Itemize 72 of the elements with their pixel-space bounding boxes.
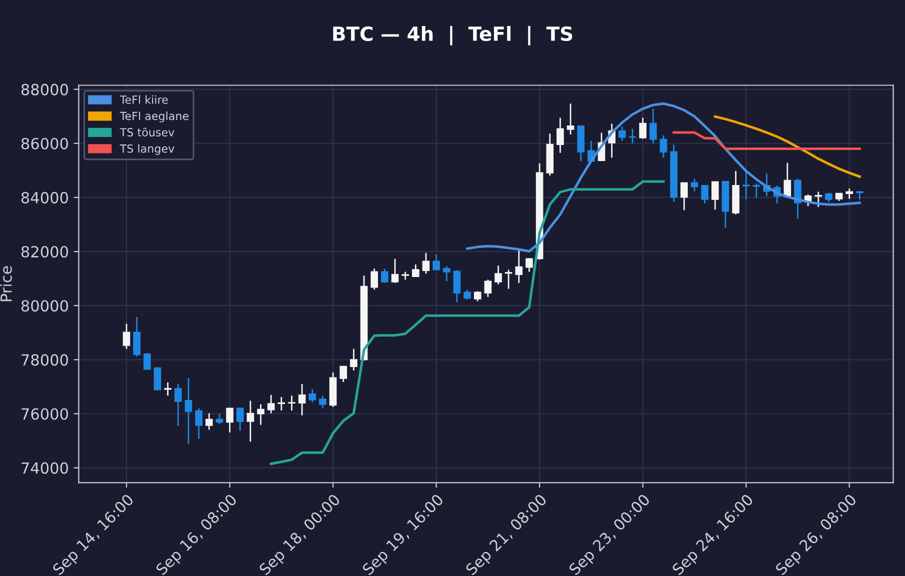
- candlestick: [298, 383, 306, 416]
- candlestick: [340, 366, 348, 383]
- candlestick: [226, 408, 234, 434]
- y-tick-label: 76000: [22, 408, 68, 420]
- candlestick: [216, 413, 224, 425]
- legend-label: TeFl aeglane: [120, 112, 188, 122]
- y-tick-label: 78000: [22, 354, 68, 366]
- candlestick: [288, 394, 296, 412]
- candlestick: [205, 412, 213, 430]
- y-tick-label: 86000: [21, 138, 68, 150]
- candlestick: [660, 134, 668, 158]
- candlestick: [494, 264, 502, 286]
- y-tick-label: 74000: [22, 462, 68, 474]
- candlestick: [257, 404, 264, 426]
- legend-label: TS langev: [120, 144, 174, 155]
- candlestick: [246, 400, 254, 442]
- candlestick: [442, 265, 450, 282]
- candlestick: [784, 162, 792, 198]
- candlestick: [370, 268, 378, 290]
- candlestick: [680, 182, 688, 211]
- candlestick: [504, 268, 512, 290]
- candlestick: [474, 290, 482, 302]
- candlestick: [556, 116, 564, 154]
- y-tick-label: 84000: [21, 192, 68, 204]
- candlestick: [122, 323, 130, 350]
- y-tick-label: 80000: [21, 300, 68, 312]
- candlestick: [742, 171, 750, 200]
- candlestick: [649, 108, 657, 144]
- line-series: [270, 180, 665, 466]
- candlestick: [484, 278, 492, 298]
- candlestick: [412, 264, 420, 278]
- candlestick: [639, 116, 646, 140]
- candlestick: [278, 396, 286, 412]
- candlestick: [381, 268, 388, 284]
- chart-title: BTC — 4h | TeFl | TS: [333, 26, 572, 46]
- candlestick: [814, 191, 822, 208]
- y-tick-label: 82000: [21, 246, 68, 258]
- candlestick: [184, 377, 192, 444]
- candlestick: [236, 406, 244, 432]
- candlestick: [856, 191, 864, 200]
- candlestick: [422, 252, 430, 274]
- y-axis-title: Price: [0, 266, 12, 302]
- candlestick: [701, 184, 708, 204]
- candlestick: [164, 382, 172, 396]
- candlestick: [453, 269, 461, 304]
- candlestick: [752, 182, 760, 199]
- candlestick: [391, 258, 399, 284]
- candlestick: [432, 254, 440, 271]
- candlestick: [319, 395, 326, 410]
- candlestick: [526, 257, 533, 272]
- candlestick: [267, 394, 275, 414]
- candlestick: [618, 126, 626, 142]
- candlestick: [825, 192, 832, 203]
- legend-label: TS tõusev: [120, 128, 174, 136]
- candlestick: [308, 388, 316, 404]
- candlestick: [464, 288, 471, 300]
- candlestick: [154, 366, 162, 392]
- candlestick: [846, 188, 853, 200]
- line-series: [714, 115, 861, 178]
- legend-label: TeFl kiire: [120, 95, 168, 104]
- candlestick: [690, 178, 698, 192]
- candlestick: [566, 102, 574, 136]
- candlestick: [174, 383, 182, 427]
- candlestick: [195, 407, 202, 440]
- candlestick: [794, 178, 802, 220]
- candlestick: [350, 348, 358, 372]
- candlestick: [133, 316, 140, 358]
- line-series: [466, 102, 861, 253]
- candlestick: [711, 181, 719, 210]
- candlestick: [515, 248, 523, 284]
- candlestick: [143, 352, 151, 370]
- y-tick-label: 88000: [21, 84, 68, 96]
